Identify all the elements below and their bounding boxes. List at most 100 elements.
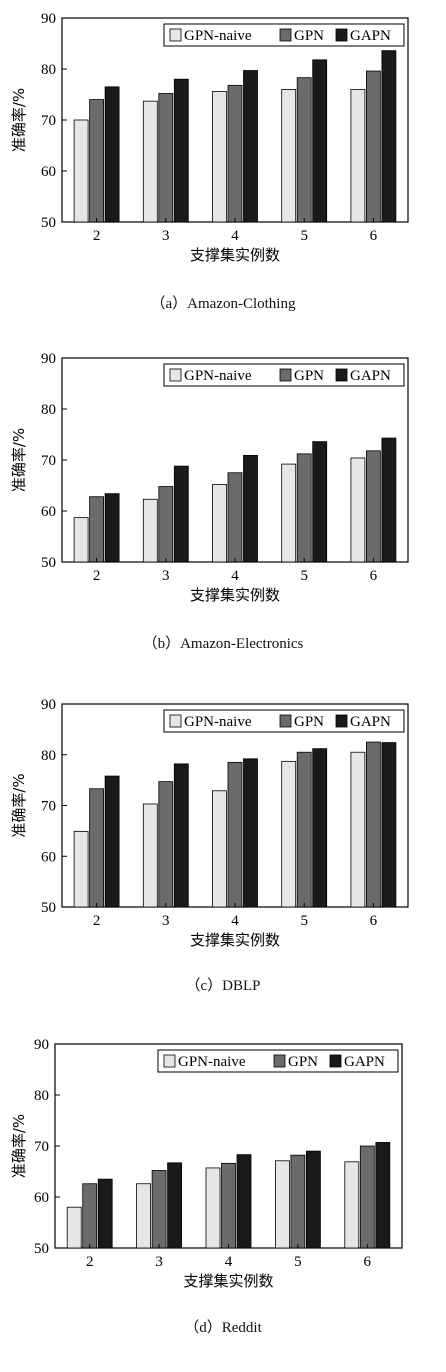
bar-gpn-naive-4: [212, 484, 227, 563]
bar-gapn-6: [381, 742, 397, 908]
y-tick-label: 90: [41, 697, 56, 713]
y-tick-label: 80: [41, 748, 56, 764]
legend-label-gapn: GAPN: [344, 1054, 385, 1070]
bar-gpn-naive-3: [142, 498, 158, 563]
bar-gpn-3: [158, 93, 174, 223]
bar-gpn-4: [227, 761, 243, 908]
bar-gpn-naive-3: [142, 100, 158, 223]
y-tick-label: 70: [41, 453, 56, 469]
y-tick-label: 90: [41, 11, 56, 27]
chart-caption: （b）Amazon-Electronics: [142, 636, 304, 652]
bar-gapn-3: [173, 78, 189, 223]
legend-swatch-gpn-naive: [169, 368, 182, 382]
bar-gapn-2: [104, 493, 120, 563]
y-tick-label: 80: [34, 1088, 49, 1104]
bar-chart-amazon-electronics: 50 60 70 80 90 2 3 4 5 6 支撑集实例数 准确率/% GPN-naive GPN GA…: [10, 351, 409, 604]
bar-gapn-3: [173, 763, 189, 908]
bar-gpn-naive-4: [205, 1167, 221, 1249]
legend-label-gapn: GAPN: [350, 714, 391, 730]
bar-gpn-5: [296, 751, 312, 908]
legend-swatch-gpn-naive: [169, 28, 182, 42]
chart-caption: （c）DBLP: [185, 978, 261, 994]
x-tick-label: 2: [93, 228, 101, 244]
legend-swatch-gapn: [335, 28, 348, 42]
legend-swatch-gpn: [273, 1054, 286, 1068]
bar-gpn-3: [151, 1170, 167, 1249]
legend-label-gapn: GAPN: [350, 28, 391, 44]
legend-label-gpn: GPN: [294, 714, 324, 730]
legend-swatch-gpn: [279, 714, 292, 728]
legend-swatch-gpn-naive: [169, 714, 182, 728]
bar-gpn-5: [296, 453, 312, 563]
legend-label-gpn: GPN: [294, 368, 324, 384]
bar-gapn-4: [236, 1154, 252, 1249]
bar-gpn-naive-4: [212, 790, 227, 908]
bar-gpn-2: [89, 99, 104, 223]
legend-swatch-gapn: [329, 1054, 342, 1068]
bar-gapn-4: [243, 455, 258, 563]
chart-panel-dblp: 50 60 70 80 90 2 3 4 5 6 支撑集实例数 准确率/% GPN-naive GPN GA…: [0, 682, 446, 1012]
bar-chart-reddit: 50 60 70 80 90 2 3 4 5 6 支撑集实例数 准确率/% GPN-naive GPN GA…: [10, 1037, 403, 1290]
legend: GPN-naive GPN GAPN: [163, 23, 405, 47]
bar-gpn-4: [221, 1162, 236, 1249]
legend-label-gpn-naive: GPN-naive: [184, 368, 252, 384]
legend-swatch-gpn-naive: [163, 1054, 176, 1068]
bar-gpn-naive-2: [73, 517, 89, 563]
legend-swatch-gapn: [335, 368, 348, 382]
bar-gpn-naive-5: [281, 89, 297, 223]
y-tick-label: 70: [41, 113, 56, 129]
x-tick-label: 2: [93, 913, 101, 929]
bar-gpn-6: [365, 741, 381, 908]
bar-chart-amazon-clothing: 50 60 70 80 90 2 3 4 5 6 支撑集实例数 准确率/% GPN-naive GPN GA…: [10, 11, 409, 264]
x-tick-label: 3: [162, 913, 170, 929]
y-tick-label: 70: [41, 799, 56, 815]
y-axis-title: 准确率/%: [10, 1114, 28, 1178]
x-axis-title: 支撑集实例数: [183, 1272, 273, 1290]
bar-gpn-naive-5: [281, 463, 297, 563]
x-tick-label: 3: [162, 228, 170, 244]
bar-gpn-naive-6: [350, 751, 366, 908]
y-tick-label: 50: [41, 900, 56, 916]
legend-label-gpn: GPN: [294, 28, 324, 44]
bar-gapn-5: [312, 59, 328, 223]
legend: GPN-naive GPN GAPN: [163, 363, 405, 387]
bar-gpn-2: [89, 496, 104, 563]
bar-gpn-naive-6: [344, 1161, 360, 1249]
legend-label-gpn-naive: GPN-naive: [184, 714, 252, 730]
y-tick-label: 80: [41, 402, 56, 418]
bar-gpn-6: [359, 1145, 375, 1249]
x-axis-title: 支撑集实例数: [190, 246, 280, 264]
bar-gapn-2: [104, 86, 120, 223]
x-tick-label: 4: [231, 228, 239, 244]
y-tick-label: 80: [41, 62, 56, 78]
bar-gapn-2: [104, 775, 120, 908]
bar-gpn-naive-5: [281, 760, 297, 908]
y-tick-label: 50: [41, 555, 56, 571]
x-tick-label: 3: [162, 568, 170, 584]
legend-label-gapn: GAPN: [350, 368, 391, 384]
bar-gapn-6: [375, 1142, 391, 1249]
bar-gpn-3: [158, 486, 174, 563]
bar-gpn-naive-2: [73, 830, 89, 908]
bar-gapn-5: [305, 1150, 321, 1249]
bar-gpn-6: [365, 450, 381, 563]
x-tick-label: 5: [300, 913, 308, 929]
legend: GPN-naive GPN GAPN: [163, 709, 405, 733]
bar-gpn-naive-6: [350, 457, 366, 563]
x-tick-label: 6: [370, 913, 378, 929]
y-axis-title: 准确率/%: [10, 88, 28, 152]
x-tick-label: 5: [294, 1254, 302, 1270]
x-tick-label: 4: [225, 1254, 233, 1270]
x-tick-label: 5: [300, 568, 308, 584]
chart-caption: （a）Amazon-Clothing: [150, 296, 296, 312]
legend-label-gpn: GPN: [288, 1054, 318, 1070]
bar-gpn-4: [227, 84, 243, 223]
y-tick-label: 50: [34, 1241, 49, 1257]
x-axis-title: 支撑集实例数: [190, 586, 280, 604]
chart-panel-reddit: 50 60 70 80 90 2 3 4 5 6 支撑集实例数 准确率/% GPN-naive GPN GA…: [0, 1024, 446, 1354]
bar-gapn-4: [243, 758, 258, 908]
bar-gapn-5: [312, 748, 328, 908]
x-tick-label: 2: [86, 1254, 94, 1270]
x-tick-label: 6: [370, 568, 378, 584]
y-axis-title: 准确率/%: [10, 428, 28, 492]
